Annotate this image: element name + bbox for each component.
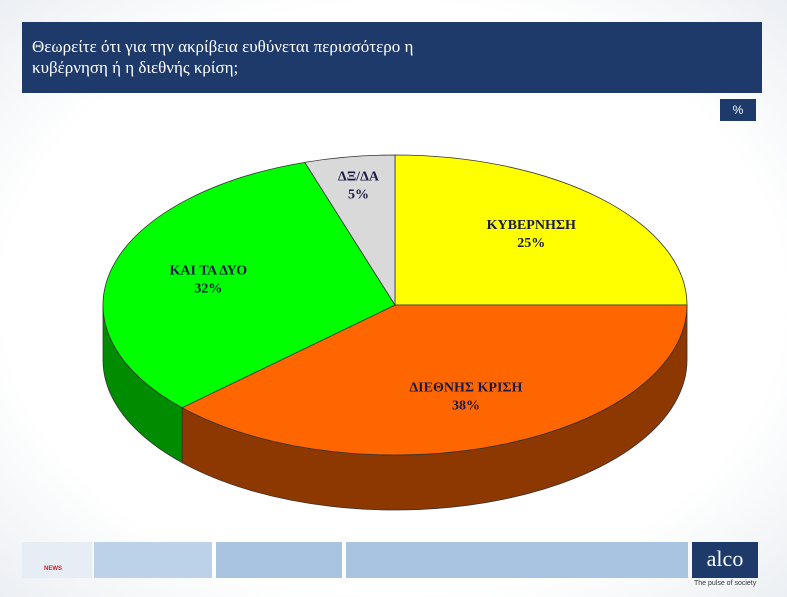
- slice: [102, 161, 396, 409]
- value-label: 32%: [194, 282, 222, 297]
- tagline: The pulse of society: [694, 580, 757, 587]
- slice: [394, 154, 688, 306]
- slice-label: ΔΙΕΘΝΗΣ ΚΡΙΣΗ: [409, 380, 522, 395]
- value-label: 5%: [348, 188, 369, 203]
- unit-badge: %: [720, 99, 756, 121]
- value-label: 25%: [517, 236, 545, 251]
- slice-label: ΔΞ/ΔΑ: [338, 170, 380, 185]
- value-label: 38%: [452, 398, 480, 413]
- logo: alco: [692, 542, 758, 578]
- news-badge: NEWS: [44, 566, 62, 572]
- slice-label: ΚΥΒΕΡΝΗΣΗ: [487, 218, 576, 233]
- slice-label: ΚΑΙ ΤΑ ΔΥΟ: [170, 264, 248, 279]
- chart-title: Θεωρείτε ότι για την ακρίβεια ευθύνεται …: [22, 22, 762, 93]
- footer-box: [346, 542, 688, 578]
- footer-box: [22, 542, 92, 578]
- footer-box: [216, 542, 342, 578]
- slice: [304, 154, 396, 307]
- slice: [181, 304, 688, 456]
- footer-box: [94, 542, 212, 578]
